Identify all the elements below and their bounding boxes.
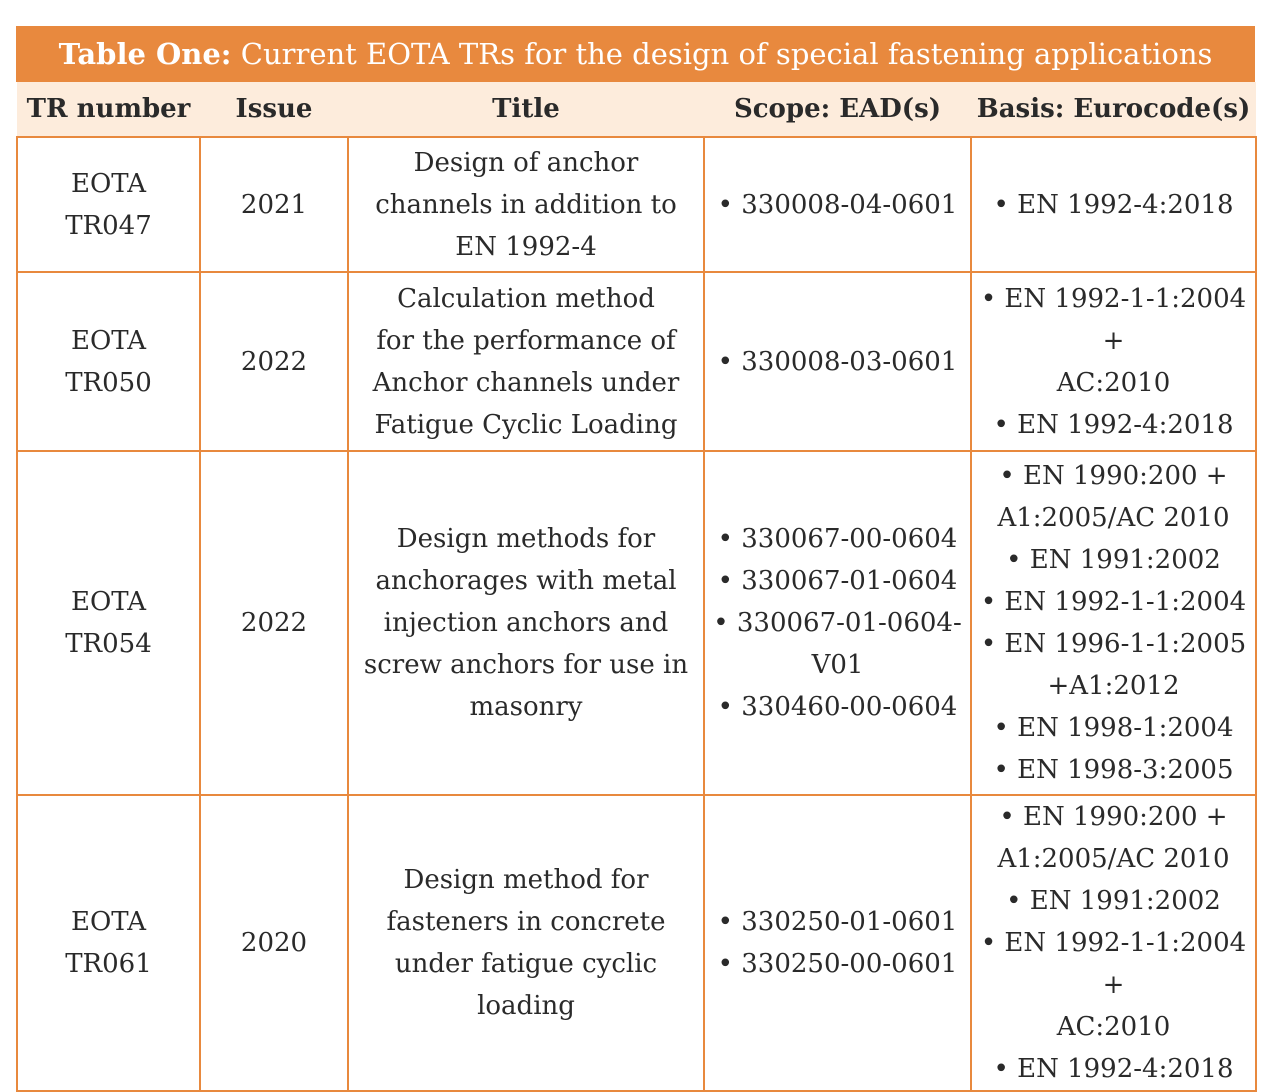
- header-title: Title: [492, 94, 560, 124]
- cell-line: screw anchors for use in: [363, 650, 689, 680]
- cell-line: • 330067-00-0604: [717, 524, 958, 554]
- table-title-text: Current EOTA TRs for the design of speci…: [231, 37, 1213, 71]
- cell-line: • 330067-01-0604: [717, 566, 958, 596]
- cell-scope: • 330008-03-0601: [703, 271, 972, 452]
- cell-line: • EN 1992-1-1:2004 +: [980, 928, 1247, 1000]
- cell-line: • EN 1991:2002: [1006, 545, 1221, 575]
- cell-title: Calculation method for the performance of…: [347, 271, 705, 452]
- cell-line: AC:2010: [1056, 1012, 1171, 1042]
- cell-line: V01: [811, 650, 864, 680]
- table-title-banner: Table One: Current EOTA TRs for the desi…: [16, 26, 1255, 82]
- cell-tr-number: EOTA TR054: [16, 450, 201, 796]
- cell-line: • EN 1998-1:2004: [993, 713, 1234, 743]
- header-scope: Scope: EAD(s): [733, 94, 942, 124]
- cell-tr-number: EOTA TR047: [16, 136, 201, 273]
- cell-basis: • EN 1990:200 + A1:2005/AC 2010 • EN 1991:…: [970, 450, 1257, 796]
- cell-line: fasteners in concrete: [386, 907, 666, 937]
- cell-tr-number: EOTA TR061: [16, 794, 201, 1092]
- table-container: Table One: Current EOTA TRs for the desi…: [16, 26, 1257, 1092]
- cell-tr-number: EOTA TR050: [16, 271, 201, 452]
- cell-line: • EN 1996-1-1:2005: [980, 629, 1247, 659]
- cell-line: injection anchors and: [383, 608, 669, 638]
- cell-line: Fatigue Cyclic Loading: [374, 409, 678, 440]
- cell-issue: 2022: [199, 271, 349, 452]
- cell-line: • 330460-00-0604: [717, 692, 958, 722]
- cell-issue: 2021: [199, 136, 349, 273]
- cell-line: loading: [477, 991, 575, 1021]
- cell-line: Design method for: [403, 865, 649, 895]
- cell-line: • 330008-04-0601: [717, 189, 958, 220]
- table-row: EOTA TR050 2022 Calculation method for th…: [16, 271, 1257, 452]
- cell-line: channels in addition to: [375, 189, 677, 220]
- cell-line: +A1:2012: [1047, 671, 1180, 701]
- cell-scope: • 330067-00-0604 • 330067-01-0604 • 330067…: [703, 450, 972, 796]
- cell-line: under fatigue cyclic: [394, 949, 658, 979]
- cell-scope: • 330008-04-0601: [703, 136, 972, 273]
- cell-line: • EN 1992-4:2018: [993, 189, 1234, 220]
- header-basis: Basis: Eurocode(s): [976, 94, 1251, 124]
- cell-scope: • 330250-01-0601 • 330250-00-0601: [703, 794, 972, 1092]
- cell-line: Calculation method: [397, 283, 655, 314]
- table-row: EOTA TR061 2020 Design method for fastene…: [16, 794, 1257, 1092]
- cell-line: Design of anchor: [413, 147, 639, 178]
- cell-title: Design methods for anchorages with metal i…: [347, 450, 705, 796]
- cell-title: Design method for fasteners in concrete un…: [347, 794, 705, 1092]
- cell-line: • EN 1992-1-1:2004: [980, 587, 1247, 617]
- cell-line: masonry: [469, 692, 583, 722]
- cell-line: • EN 1992-1-1:2004 +: [980, 283, 1247, 356]
- cell-line: • EN 1992-4:2018: [993, 409, 1234, 440]
- cell-line: A1:2005/AC 2010: [997, 503, 1230, 533]
- table-body: EOTA TR047 2021 Design of anchor channels…: [16, 136, 1257, 1092]
- cell-line: AC:2010: [1056, 367, 1171, 398]
- header-tr-number: TR number: [26, 94, 191, 124]
- table-row: EOTA TR054 2022 Design methods for anchor…: [16, 450, 1257, 796]
- cell-line: anchorages with metal: [375, 566, 677, 596]
- cell-title: Design of anchor channels in addition to E…: [347, 136, 705, 273]
- cell-line: • 330250-00-0601: [717, 949, 958, 979]
- cell-line: • 330250-01-0601: [717, 907, 958, 937]
- cell-line: Design methods for: [396, 524, 656, 554]
- cell-line: A1:2005/AC 2010: [997, 844, 1230, 874]
- cell-line: • EN 1992-4:2018: [993, 1054, 1234, 1084]
- cell-basis: • EN 1992-1-1:2004 + AC:2010 • EN 1992-4:2…: [970, 271, 1257, 452]
- cell-line: EN 1992-4: [455, 231, 597, 262]
- cell-line: for the performance of: [376, 325, 676, 356]
- cell-basis: • EN 1990:200 + A1:2005/AC 2010 • EN 1991:…: [970, 794, 1257, 1092]
- cell-line: • EN 1998-3:2005: [993, 755, 1234, 785]
- cell-line: • EN 1990:200 +: [999, 802, 1228, 832]
- cell-line: • 330067-01-0604-: [713, 608, 962, 638]
- table-row: EOTA TR047 2021 Design of anchor channels…: [16, 136, 1257, 273]
- cell-issue: 2022: [199, 450, 349, 796]
- cell-basis: • EN 1992-4:2018: [970, 136, 1257, 273]
- eota-tr-table: TR number Issue Title Scope: EAD(s) Basi…: [16, 82, 1257, 1092]
- table-title-label: Table One:: [58, 37, 232, 71]
- cell-line: • 330008-03-0601: [717, 346, 958, 377]
- cell-line: • EN 1991:2002: [1006, 886, 1221, 916]
- cell-issue: 2020: [199, 794, 349, 1092]
- header-issue: Issue: [235, 94, 313, 124]
- cell-line: • EN 1990:200 +: [999, 461, 1228, 491]
- cell-line: Anchor channels under: [372, 367, 680, 398]
- table-header-row: TR number Issue Title Scope: EAD(s) Basi…: [17, 82, 1256, 137]
